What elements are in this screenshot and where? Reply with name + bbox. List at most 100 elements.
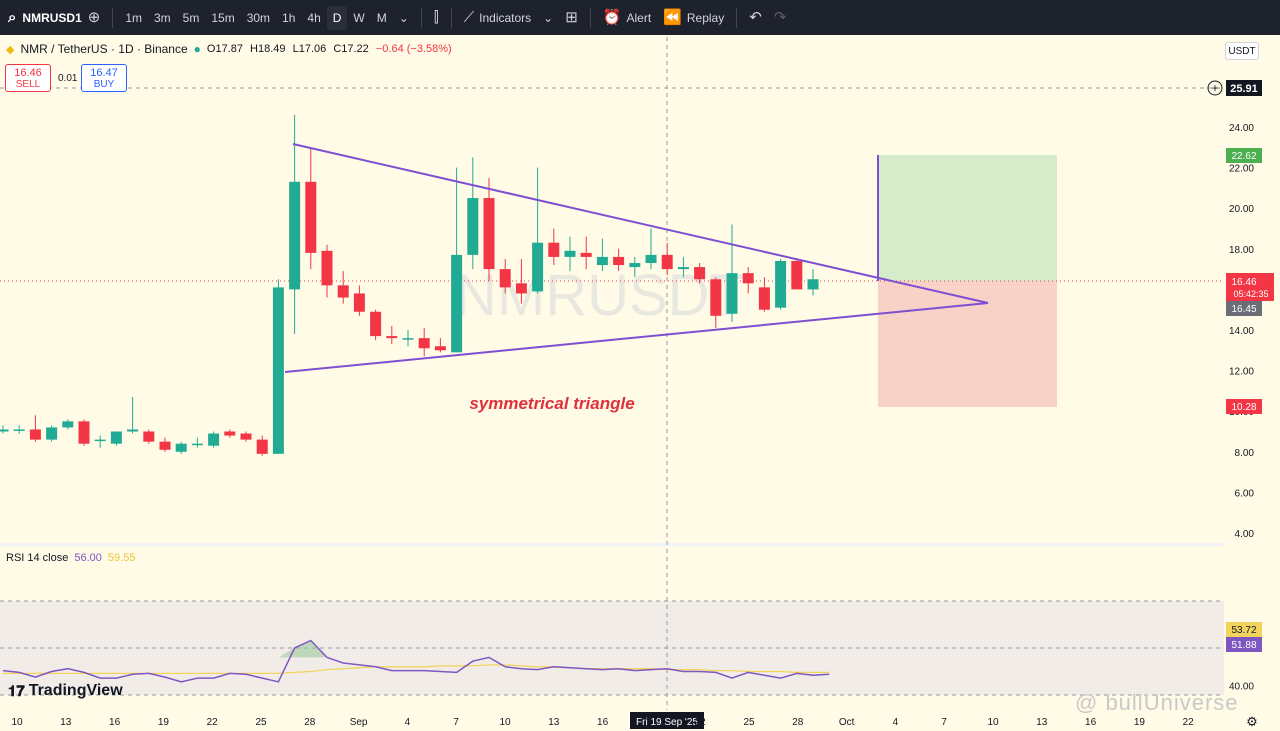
currency-selector[interactable]: USDT: [1225, 42, 1259, 60]
time-tick-label: 22: [207, 717, 219, 728]
stop-price-tag: [1226, 399, 1262, 414]
candle-body: [321, 250, 333, 286]
divider: [450, 7, 452, 28]
interval-w[interactable]: W: [353, 10, 365, 25]
tradingview-logo[interactable]: 𝟏𝟕 TradingView: [8, 682, 123, 700]
long-position-profit-zone[interactable]: [878, 155, 1057, 281]
indicators-label: Indicators: [479, 10, 532, 25]
interval-1m[interactable]: 1m: [125, 10, 142, 25]
interval-1h[interactable]: 1h: [282, 10, 296, 25]
candle-body: [451, 254, 463, 353]
tv-logo-icon: 𝟏𝟕: [8, 682, 25, 700]
alert-label: Alert: [626, 10, 652, 25]
candle-body: [483, 198, 495, 270]
time-tick-label: 16: [1085, 717, 1097, 728]
symbol-legend: ◆ NMR / TetherUS · 1D · Binance ● O17.87…: [6, 42, 456, 56]
compare-button[interactable]: ⊕: [82, 6, 107, 30]
triangle-lower-trendline[interactable]: [284, 302, 989, 373]
candle-body: [353, 293, 365, 312]
replay-button[interactable]: ⏪ Replay: [657, 6, 730, 30]
grid-icon: ⊞: [565, 9, 578, 26]
annotation-text[interactable]: symmetrical triangle: [469, 394, 634, 413]
price-tick-label: 6.00: [1235, 488, 1255, 499]
candle-body: [694, 267, 706, 280]
undo-button[interactable]: ↶: [743, 6, 768, 30]
time-tick-label: 25: [255, 717, 267, 728]
interval-30m[interactable]: 30m: [246, 10, 271, 25]
replay-label: Replay: [686, 10, 725, 25]
candle-body: [596, 256, 608, 266]
time-tick-label: 28: [304, 717, 316, 728]
legend-title[interactable]: NMR / TetherUS · 1D · Binance: [20, 42, 188, 56]
time-tick-label: 7: [941, 717, 947, 728]
rsi-tick-label: 40.00: [1229, 682, 1254, 693]
candle-body: [515, 283, 527, 294]
price-tick-label: 12.00: [1229, 367, 1254, 378]
long-position-loss-zone[interactable]: [878, 281, 1057, 407]
interval-5m[interactable]: 5m: [182, 10, 200, 25]
redo-icon: ↷: [773, 9, 787, 26]
alert-button[interactable]: ⏰ Alert: [597, 6, 657, 30]
interval-3m[interactable]: 3m: [154, 10, 171, 25]
symbol-search[interactable]: ⌕ NMRUSD1: [8, 10, 82, 25]
rsi-legend[interactable]: RSI 14 close 56.00 59.55: [6, 552, 135, 564]
candle-body: [62, 421, 74, 428]
interval-d[interactable]: D: [326, 5, 348, 30]
candle-body: [94, 439, 106, 442]
sell-button[interactable]: 16.46 SELL: [5, 64, 51, 92]
candle-body: [661, 254, 673, 270]
indicators-dropdown[interactable]: ⌄: [537, 6, 559, 30]
price-tick-label: 4.00: [1235, 529, 1255, 540]
interval-dropdown[interactable]: ⌄: [393, 6, 415, 30]
interval-m[interactable]: M: [376, 10, 387, 25]
spread-value: 0.01: [58, 73, 78, 84]
pane-divider: [0, 543, 1224, 546]
time-tick-label: 22: [1183, 717, 1195, 728]
indicators-button[interactable]: ⟋ Indicators: [458, 6, 538, 30]
last-price-tag: [1226, 273, 1274, 301]
time-tick-label: 13: [548, 717, 560, 728]
rsi-label: RSI 14 close: [6, 552, 69, 564]
redo-button[interactable]: ↷: [768, 6, 793, 30]
candle-body: [499, 269, 511, 288]
time-scale[interactable]: 10 13 16 19 22 25 28 Sep 4 7 10 13 16 Fri 19 Sep '252…: [11, 712, 1194, 729]
buy-button[interactable]: 16.47 BUY: [81, 64, 127, 92]
alarm-clock-icon: ⏰: [602, 9, 622, 26]
divider: [736, 7, 738, 28]
chart-line-icon: ⟋: [463, 9, 475, 26]
candle-body: [742, 273, 754, 284]
candle-body: [143, 431, 155, 442]
symbol-label: NMRUSD1: [22, 10, 82, 25]
time-tick-label: 16: [109, 717, 121, 728]
rsi-overbought-fill: [278, 640, 327, 658]
triangle-upper-trendline[interactable]: [292, 143, 989, 304]
interval-4h[interactable]: 4h: [307, 10, 321, 25]
candle-body: [110, 431, 122, 444]
candle-body: [127, 429, 139, 432]
rsi-ma-tag: [1226, 622, 1262, 637]
candle-body: [256, 439, 268, 454]
candle-body: [386, 336, 398, 339]
time-tick-label: 13: [1036, 717, 1048, 728]
target-price: 22.62: [1231, 151, 1256, 162]
add-alert-icon[interactable]: [1207, 80, 1223, 96]
candle-body: [564, 250, 576, 257]
bull-universe-watermark: @ bullUniverse: [1075, 690, 1239, 715]
divider: [420, 7, 422, 28]
layout-button[interactable]: ⊞: [559, 6, 584, 30]
settings-gear-icon[interactable]: ⚙: [1246, 714, 1258, 729]
plus-circle-icon: ⊕: [87, 9, 101, 26]
candle-body: [726, 273, 738, 314]
rsi-legend-ma: 59.55: [107, 552, 136, 564]
status-dot-icon: ●: [193, 42, 201, 56]
candle-body: [240, 433, 252, 440]
chart-type-button[interactable]: ⫿: [428, 6, 445, 30]
candle-body: [532, 242, 544, 292]
time-tick-label: 10: [987, 717, 999, 728]
interval-15m[interactable]: 15m: [211, 10, 235, 25]
time-tick-label: 19: [1134, 717, 1146, 728]
time-tick-label: 16: [597, 717, 609, 728]
candle-body: [418, 338, 430, 349]
rsi-value: 51.88: [1231, 640, 1256, 651]
